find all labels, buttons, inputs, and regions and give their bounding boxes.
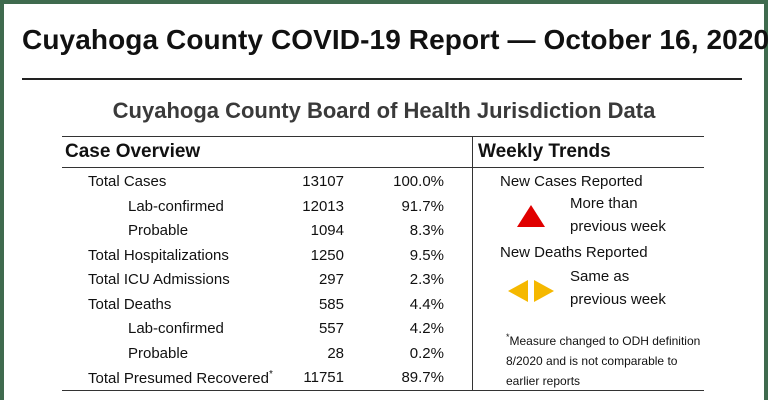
row-count: 557: [318, 320, 344, 337]
row-count: 28: [327, 345, 344, 362]
row-label: Lab-confirmed: [128, 320, 224, 337]
row-label: Total Cases: [88, 173, 167, 190]
row-percent: 100.0%: [393, 173, 444, 190]
row-label: Probable: [128, 345, 189, 362]
table-row: Lab-confirmed 557 4.2%: [62, 320, 472, 344]
row-label: Total Presumed Recovered*: [88, 369, 273, 387]
jurisdiction-subtitle: Cuyahoga County Board of Health Jurisdic…: [112, 98, 656, 123]
table-row: Total Presumed Recovered* 11751 89.7%: [62, 369, 472, 393]
table-top-rule: [62, 136, 704, 137]
row-count: 1250: [310, 247, 344, 264]
definition-footnote: *Measure changed to ODH definition 8/202…: [506, 327, 706, 391]
table-row: Lab-confirmed 12013 91.7%: [62, 198, 472, 222]
row-label: Lab-confirmed: [128, 198, 224, 215]
row-percent: 9.5%: [409, 247, 444, 264]
row-count: 297: [318, 271, 344, 288]
table-row: Probable 1094 8.3%: [62, 222, 472, 246]
new-cases-status-line1: More than: [570, 195, 638, 212]
row-count: 585: [318, 296, 344, 313]
table-row: Total Hospitalizations 1250 9.5%: [62, 247, 472, 271]
row-percent: 2.3%: [409, 271, 444, 288]
weekly-trends-header: Weekly Trends: [478, 141, 611, 162]
table-row: Total Deaths 585 4.4%: [62, 296, 472, 320]
row-label: Total Deaths: [88, 296, 172, 313]
header-bottom-rule: [62, 167, 704, 168]
new-deaths-status-line1: Same as: [570, 268, 630, 285]
footnote-marker: *: [268, 369, 273, 380]
row-count: 13107: [302, 173, 344, 190]
new-deaths-label: New Deaths Reported: [500, 244, 648, 261]
row-count: 1094: [310, 222, 344, 239]
new-deaths-status-line2: previous week: [570, 291, 666, 308]
table-row: Total Cases 13107 100.0%: [62, 173, 472, 197]
new-cases-label: New Cases Reported: [500, 173, 643, 190]
table-bottom-rule: [62, 390, 704, 391]
row-percent: 8.3%: [409, 222, 444, 239]
row-count: 12013: [302, 198, 344, 215]
left-right-arrows-icon: [508, 280, 554, 302]
footnote-text: Measure changed to ODH definition 8/2020…: [506, 334, 701, 388]
table-row: Total ICU Admissions 297 2.3%: [62, 271, 472, 295]
row-label: Total ICU Admissions: [88, 271, 230, 288]
up-triangle-icon: [517, 205, 545, 227]
row-label: Probable: [128, 222, 189, 239]
column-divider: [472, 136, 473, 391]
row-count: 11751: [303, 369, 344, 386]
row-percent: 91.7%: [401, 198, 444, 215]
table-row: Probable 28 0.2%: [62, 345, 472, 369]
row-percent: 4.4%: [409, 296, 444, 313]
row-label: Total Hospitalizations: [88, 247, 229, 264]
row-percent: 4.2%: [409, 320, 444, 337]
footnote-marker: *: [506, 332, 510, 342]
new-cases-status-line2: previous week: [570, 218, 666, 235]
row-percent: 0.2%: [409, 345, 444, 362]
case-overview-header: Case Overview: [65, 141, 201, 162]
row-percent: 89.7%: [401, 369, 444, 386]
report-title: Cuyahoga County COVID-19 Report — Octobe…: [22, 24, 768, 55]
title-divider: [22, 78, 742, 80]
